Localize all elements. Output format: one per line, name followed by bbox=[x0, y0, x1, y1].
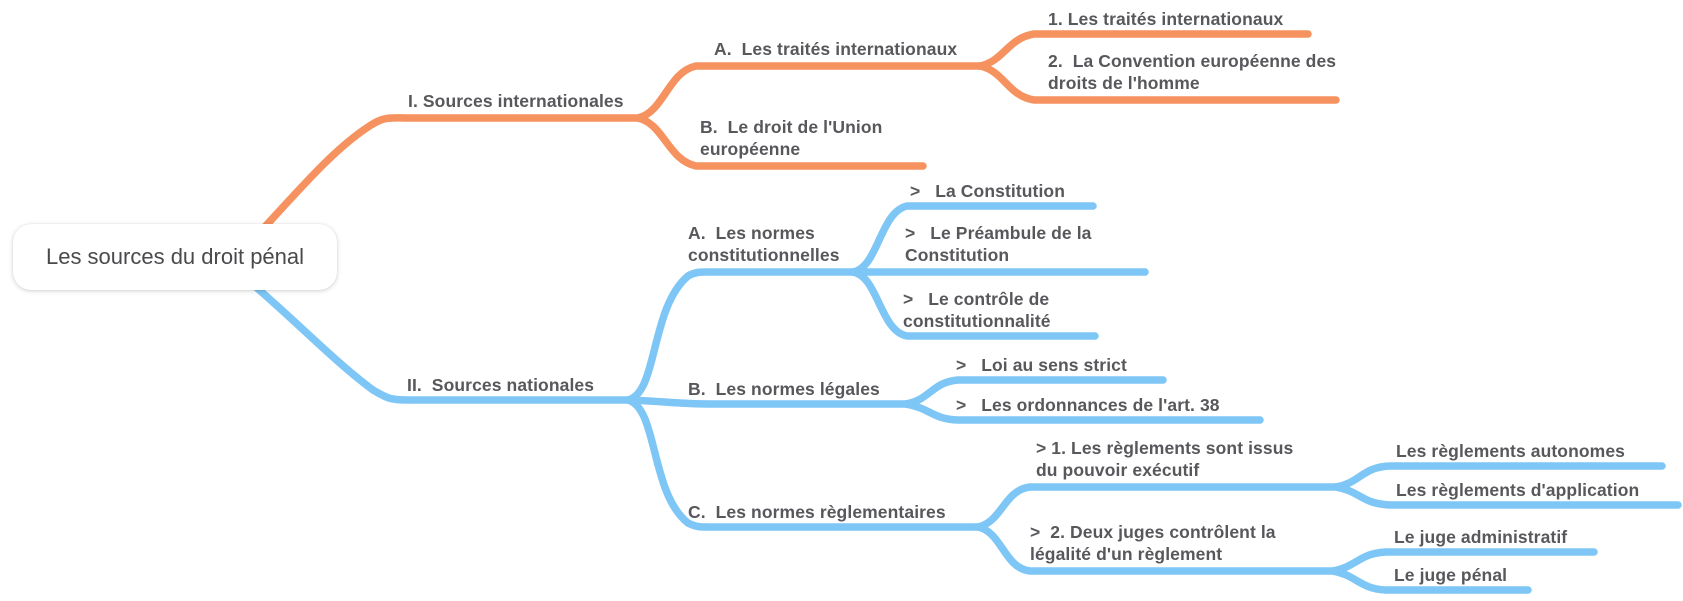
connector-ii-to-b bbox=[624, 396, 910, 408]
node-sources-nationales[interactable]: II. Sources nationales bbox=[407, 375, 595, 395]
connector-iic1-to-application bbox=[1332, 483, 1682, 509]
node-normes-reglementaires[interactable]: C. Les normes règlementaires bbox=[688, 502, 946, 522]
node-juge-administratif[interactable]: Le juge administratif bbox=[1394, 527, 1568, 547]
connector-i-to-a bbox=[634, 62, 984, 122]
connector-branch-ii-trunk bbox=[246, 278, 632, 404]
node-traites-internationaux-1[interactable]: 1. Les traités internationaux bbox=[1048, 9, 1284, 29]
connector-iib-to-2 bbox=[902, 400, 1264, 424]
connector-iic-to-1 bbox=[974, 483, 1340, 531]
node-loi-sens-strict[interactable]: > Loi au sens strict bbox=[956, 355, 1127, 375]
node-reglements-application[interactable]: Les règlements d'application bbox=[1396, 480, 1640, 500]
connector-i-to-b bbox=[634, 114, 927, 170]
node-traites-internationaux[interactable]: A. Les traités internationaux bbox=[714, 39, 958, 59]
node-juge-penal[interactable]: Le juge pénal bbox=[1394, 565, 1508, 585]
connector-iic-to-2 bbox=[974, 523, 1337, 575]
connector-iic2-to-penal bbox=[1329, 567, 1532, 594]
connector-ia-to-2 bbox=[976, 62, 1340, 104]
node-reglements-autonomes[interactable]: Les règlements autonomes bbox=[1396, 441, 1625, 461]
connector-ii-to-a bbox=[624, 268, 857, 404]
node-la-constitution[interactable]: > La Constitution bbox=[910, 181, 1066, 201]
connector-ii-to-c bbox=[624, 396, 982, 531]
root-node[interactable]: Les sources du droit pénal bbox=[13, 224, 337, 290]
connector-branch-i-trunk bbox=[244, 114, 642, 249]
node-convention-europeenne[interactable]: 2. La Convention européenne des droits d… bbox=[1048, 51, 1342, 93]
node-controle-constitutionnalite[interactable]: > Le contrôle de constitutionnalité bbox=[903, 289, 1055, 331]
node-preambule-constitution[interactable]: > Le Préambule de la Constitution bbox=[905, 223, 1097, 265]
root-node-label: Les sources du droit pénal bbox=[45, 244, 305, 269]
node-droit-union-europeenne[interactable]: B. Le droit de l'Union européenne bbox=[700, 117, 888, 159]
node-sources-internationales[interactable]: I. Sources internationales bbox=[408, 91, 624, 111]
node-normes-constitutionnelles[interactable]: A. Les normes constitutionnelles bbox=[688, 223, 840, 265]
connector-ia-to-1 bbox=[976, 30, 1312, 70]
node-ordonnances-art-38[interactable]: > Les ordonnances de l'art. 38 bbox=[956, 395, 1220, 415]
node-deux-juges-controlent[interactable]: > 2. Deux juges contrôlent la légalité d… bbox=[1030, 522, 1281, 564]
connector-iia-to-1 bbox=[849, 202, 1097, 276]
node-normes-legales[interactable]: B. Les normes légales bbox=[688, 379, 880, 399]
connector-iia-to-3 bbox=[849, 268, 1099, 340]
node-reglements-pouvoir-executif[interactable]: > 1. Les règlements sont issus du pouvoi… bbox=[1036, 438, 1299, 480]
